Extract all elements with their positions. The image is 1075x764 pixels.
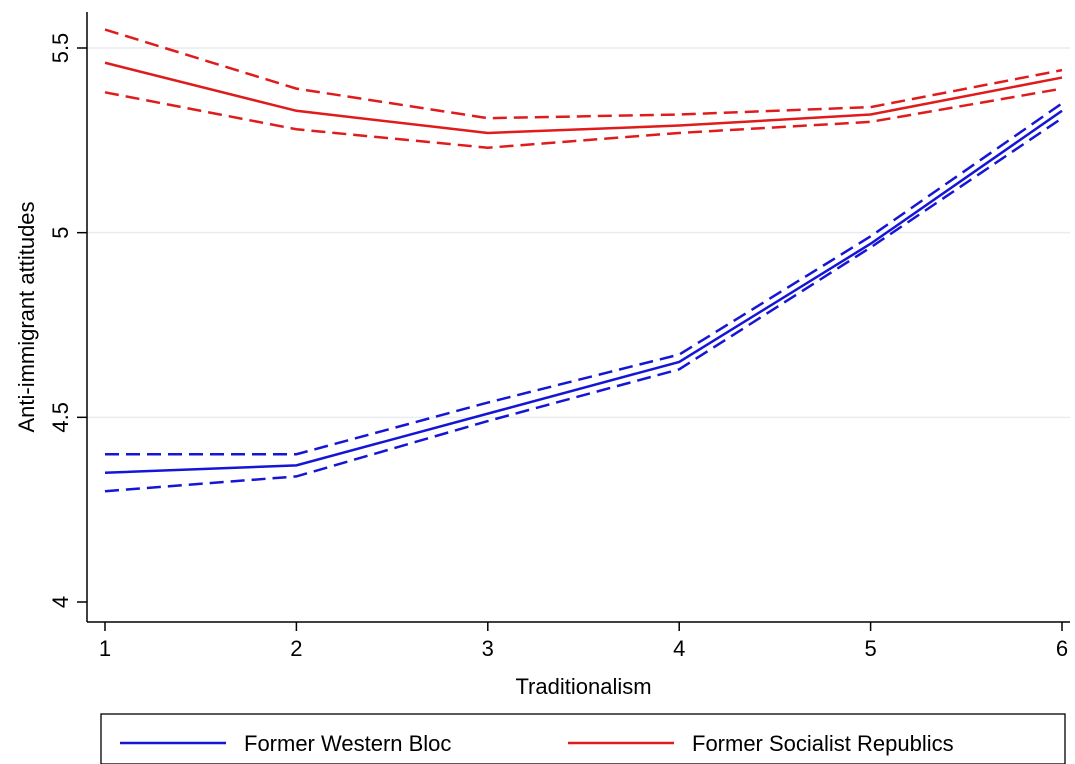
x-tick-label: 4: [673, 636, 685, 661]
x-axis-title: Traditionalism: [515, 674, 651, 699]
y-axis-title: Anti-immigrant attitudes: [14, 201, 39, 432]
y-tick-label: 4: [48, 596, 73, 608]
y-tick-label: 5.5: [48, 33, 73, 64]
x-tick-label: 2: [290, 636, 302, 661]
axes: [86, 12, 1070, 623]
series-lower-ci-former-socialist-republics: [104, 87, 1063, 149]
legend-label-former-socialist-republics: Former Socialist Republics: [692, 731, 954, 756]
series-upper-ci-former-western-bloc: [105, 102, 1063, 456]
legend-label-former-western-bloc: Former Western Bloc: [244, 731, 451, 756]
y-tick-label: 5: [48, 227, 73, 239]
x-tick-label: 6: [1056, 636, 1068, 661]
series-line-former-socialist-republics: [104, 61, 1063, 135]
x-tick-label: 5: [864, 636, 876, 661]
series: [104, 28, 1063, 493]
x-tick-label: 3: [482, 636, 494, 661]
legend: Former Western Bloc Former Socialist Rep…: [100, 713, 1066, 764]
series-lower-ci-former-western-bloc: [104, 117, 1063, 493]
gridlines: [87, 47, 1070, 419]
series-line-former-western-bloc: [104, 109, 1063, 474]
ticks: 4 4.5 5 5.5 1 2 3 4 5 6: [48, 33, 1068, 661]
legend-box: [100, 713, 1066, 764]
x-tick-label: 1: [99, 636, 111, 661]
series-upper-ci-former-socialist-republics: [104, 28, 1063, 120]
y-tick-label: 4.5: [48, 402, 73, 433]
